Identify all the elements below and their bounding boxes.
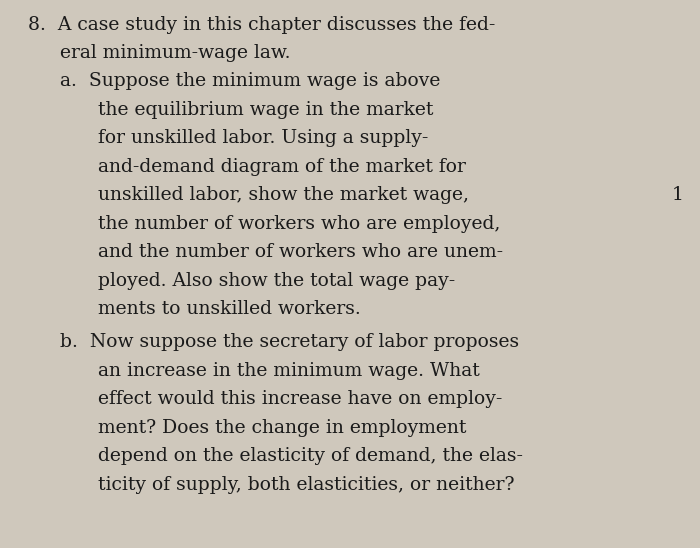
Text: ment? Does the change in employment: ment? Does the change in employment xyxy=(98,419,466,437)
Text: ticity of supply, both elasticities, or neither?: ticity of supply, both elasticities, or … xyxy=(98,476,514,494)
Text: b.  Now suppose the secretary of labor proposes: b. Now suppose the secretary of labor pr… xyxy=(60,333,519,351)
Text: eral minimum-wage law.: eral minimum-wage law. xyxy=(60,44,290,62)
Text: a.  Suppose the minimum wage is above: a. Suppose the minimum wage is above xyxy=(60,72,440,90)
Text: and the number of workers who are unem-: and the number of workers who are unem- xyxy=(98,243,503,261)
Text: unskilled labor, show the market wage,: unskilled labor, show the market wage, xyxy=(98,186,469,204)
Text: 8.  A case study in this chapter discusses the fed-: 8. A case study in this chapter discusse… xyxy=(28,16,496,35)
Text: depend on the elasticity of demand, the elas-: depend on the elasticity of demand, the … xyxy=(98,447,523,465)
Text: 1: 1 xyxy=(672,186,684,204)
Text: and-demand diagram of the market for: and-demand diagram of the market for xyxy=(98,158,466,176)
Text: an increase in the minimum wage. What: an increase in the minimum wage. What xyxy=(98,362,480,380)
Text: ployed. Also show the total wage pay-: ployed. Also show the total wage pay- xyxy=(98,272,455,290)
Text: for unskilled labor. Using a supply-: for unskilled labor. Using a supply- xyxy=(98,129,428,147)
Text: the equilibrium wage in the market: the equilibrium wage in the market xyxy=(98,101,433,119)
Text: the number of workers who are employed,: the number of workers who are employed, xyxy=(98,215,500,233)
Text: effect would this increase have on employ-: effect would this increase have on emplo… xyxy=(98,390,503,408)
Text: ments to unskilled workers.: ments to unskilled workers. xyxy=(98,300,360,318)
